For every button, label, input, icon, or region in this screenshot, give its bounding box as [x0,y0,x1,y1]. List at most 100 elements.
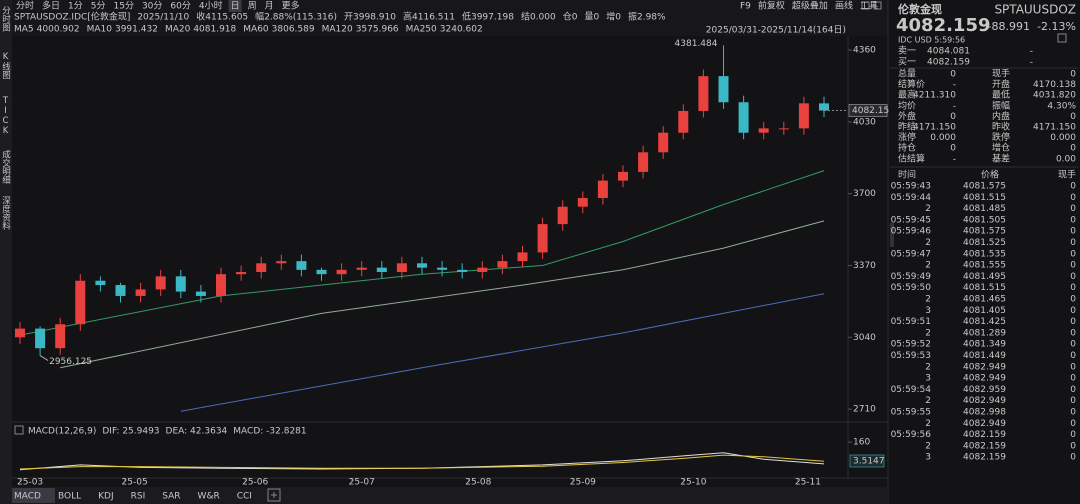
stat-value: 4171.150 [913,123,956,133]
tick-volume: 0 [1070,408,1076,418]
tick-price: 4082.998 [963,408,1006,418]
period-tab[interactable]: 15分 [114,1,134,12]
tick-time: 05:59:45 [891,215,931,225]
help-icon[interactable] [14,425,24,435]
candle-body [537,224,548,253]
period-tab[interactable]: 4小时 [199,0,223,12]
tick-price: 4082.159 [963,441,1006,451]
quote-value: 0 [615,13,621,23]
ma-value: 3575.966 [356,25,399,35]
y-tick-label: 3700 [853,189,876,199]
book-volume: - [1030,47,1033,57]
tick-price: 4081.425 [963,317,1006,327]
ticks-header: 时间 [898,169,916,181]
indicator-tab[interactable]: CCI [237,492,252,502]
candle-body [296,261,307,270]
stat-value: 0 [950,70,956,80]
indicator-tab[interactable]: W&R [198,492,220,502]
tick-price: 4081.349 [963,340,1006,350]
indicator-tab[interactable]: KDJ [98,492,114,502]
y-tick-label: 3370 [853,261,876,271]
y-tick-label: 2710 [853,405,876,415]
tool-button[interactable]: 超级叠加 [792,0,828,12]
candle-body [316,269,327,275]
macd-last-box [849,454,885,468]
period-tab[interactable]: 5分 [91,1,106,12]
indicator-tab[interactable]: MACD [14,492,41,502]
quote-label: 开 [344,12,353,23]
period-tab[interactable]: 更多 [282,0,300,12]
tick-volume: 0 [1070,227,1076,237]
stat-label: 估结算 [898,152,925,164]
tick-time: 05:59:55 [891,408,931,418]
ma-line [180,293,825,412]
stat-value: 0.000 [1050,133,1076,143]
add-tab[interactable] [267,488,281,502]
tick-time: 05:59:50 [891,283,932,293]
tick-volume: 0 [1070,215,1076,225]
tick-price: 4081.575 [963,227,1006,237]
tick-volume: 0 [1070,374,1076,384]
period-tab[interactable]: 1分 [68,1,83,12]
tick-time: 05:59:43 [891,182,931,192]
side-tab[interactable]: K线图 [1,52,11,80]
icon[interactable] [873,1,882,10]
side-tab[interactable]: 成交明细 [1,149,11,185]
macd-header: MACD: -32.8281 [233,427,306,437]
tick-price: 4082.159 [963,453,1006,463]
indicator-tab[interactable]: RSI [131,492,146,502]
indicator-tab[interactable]: BOLL [58,492,81,502]
tick-volume: 0 [1070,238,1076,248]
stat-label: 总量 [898,68,916,80]
quote-info: IDC USD 5:59:56 [898,36,965,45]
quote-value: 0 [593,13,599,23]
x-tick-label: 25-03 [17,478,43,488]
indicator-tab-bg[interactable] [12,488,55,503]
icon[interactable] [1057,33,1067,43]
period-tab[interactable]: 月 [265,1,274,12]
side-tab[interactable]: 深度资料 [1,196,11,231]
side-tab[interactable]: TICK [1,96,11,136]
icon[interactable] [861,1,870,10]
price-change: -88.991 [988,20,1030,33]
period-tab[interactable]: 周 [248,1,257,12]
tick-time: 05:59:44 [891,193,932,203]
period-tab[interactable]: 日 [231,1,240,12]
candle-body [618,171,628,181]
stat-label: 基差 [992,152,1010,164]
period-tab[interactable]: 60分 [170,1,190,12]
tick-time: 05:59:51 [891,317,931,327]
scroll-handle[interactable] [890,223,894,247]
quote-label: 增 [606,11,615,23]
ma-name: MA5 [14,25,34,35]
candle-body [477,267,488,273]
tick-price: 4082.949 [963,396,1006,406]
tool-button[interactable]: 画线 [835,0,853,12]
ma-name: MA120 [322,25,353,35]
stat-value: 4031.820 [1033,91,1076,101]
stat-label: 持仓 [898,142,916,154]
tool-button[interactable]: 工具 [860,1,878,12]
tick-time: 05:59:49 [891,272,932,282]
candle-body [698,76,709,111]
tick-time: 05:59:54 [891,385,932,395]
tool-button[interactable]: F9 [740,2,751,12]
tool-button[interactable]: 前复权 [758,0,785,12]
date-range: 2025/03/31-2025/11/14(164日) [706,25,846,36]
candle-body [95,280,106,286]
candle-body [557,206,568,225]
side-tab[interactable]: 分时图 [1,6,11,32]
tick-price: 4082.949 [963,374,1006,384]
period-tab[interactable]: 分时 [16,0,34,12]
period-tab[interactable]: 30分 [142,1,162,12]
dea-line [19,454,825,470]
macd-header: DEA: 42.3634 [166,427,228,437]
candle-body [216,274,226,296]
book-price: 4082.159 [927,58,970,68]
ma-line [60,220,825,369]
indicator-tab[interactable]: SAR [162,492,180,502]
period-tab[interactable]: 多日 [42,0,60,12]
tick-time: 2 [925,362,931,372]
quote-value: 3997.198 [471,13,514,23]
